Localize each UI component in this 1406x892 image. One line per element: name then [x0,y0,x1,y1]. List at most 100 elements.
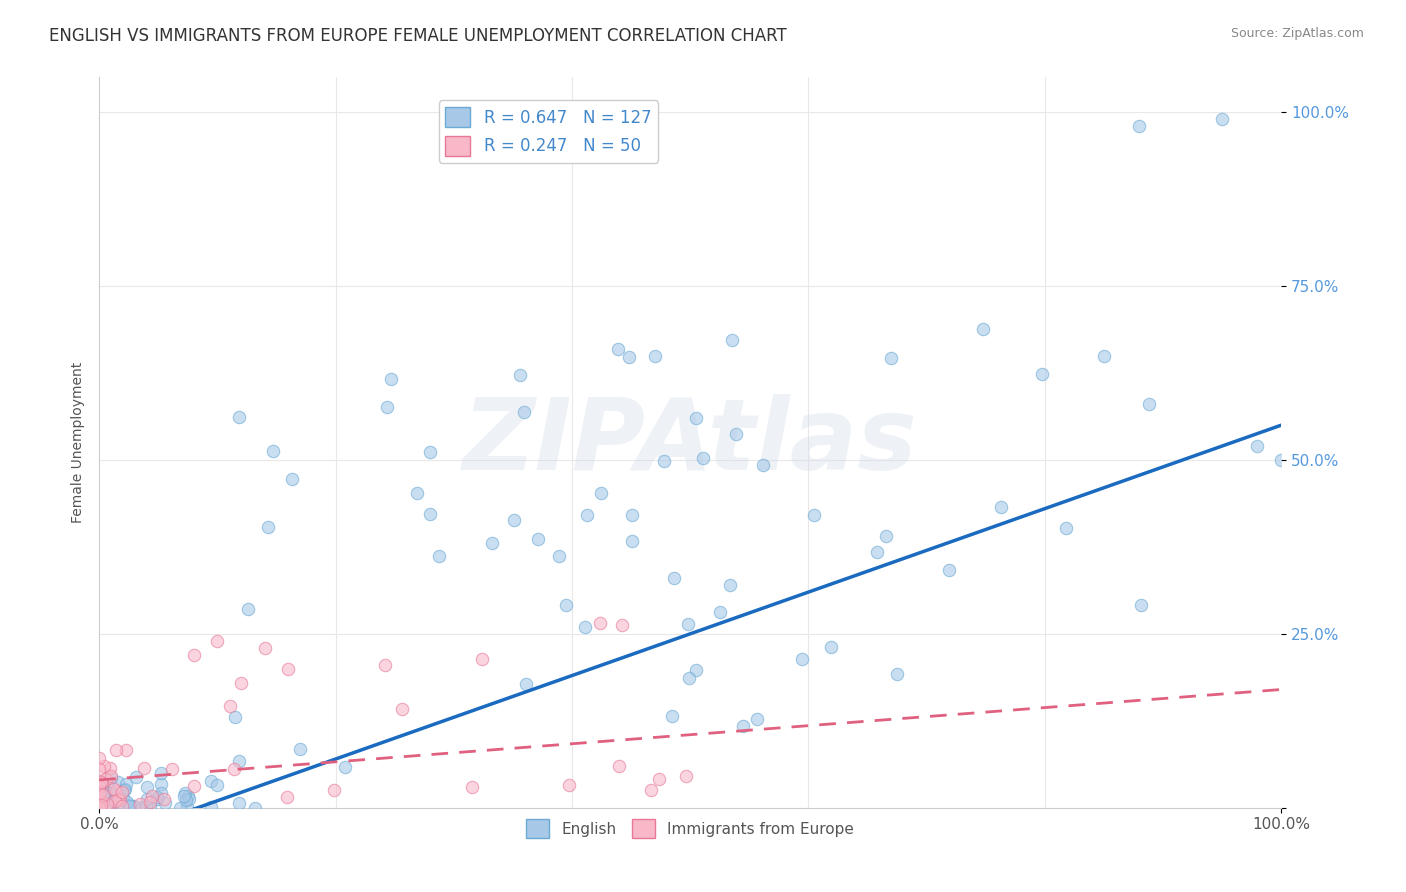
Point [135,780,157,794]
Point [678,671,700,685]
Point [107,774,129,789]
Point [124,799,146,814]
Point [111,799,134,814]
Point [117,795,139,809]
Point [972,321,994,335]
Point [115,777,138,791]
Point [502,513,524,527]
Text: Source: ZipAtlas.com: Source: ZipAtlas.com [1230,27,1364,40]
Point [527,532,550,546]
Point [124,800,146,814]
Point [427,549,450,563]
Point [406,485,429,500]
Point [100,772,122,786]
Point [419,507,441,521]
Point [228,754,250,768]
Point [104,794,127,808]
Point [111,785,134,799]
Point [107,790,129,805]
Point [139,798,162,813]
Point [692,450,714,465]
Point [380,372,402,386]
Point [990,500,1012,514]
Point [108,793,131,807]
Point [664,571,686,585]
Point [548,549,571,563]
Point [589,615,612,630]
Point [640,783,662,797]
Point [276,790,298,805]
Point [1137,397,1160,411]
Y-axis label: Female Unemployment: Female Unemployment [72,362,86,524]
Point [1270,453,1292,467]
Point [176,800,198,814]
Point [875,529,897,543]
Point [752,458,775,473]
Point [323,782,346,797]
Point [173,786,195,800]
Point [131,799,153,814]
Point [146,789,169,804]
Point [89,800,111,814]
Point [803,508,825,522]
Point [139,795,162,809]
Point [183,779,205,793]
Point [374,658,396,673]
Point [141,789,163,804]
Point [938,563,960,577]
Point [90,775,112,789]
Point [132,761,155,775]
Point [262,443,284,458]
Point [128,797,150,811]
Point [621,508,644,522]
Point [612,618,634,632]
Point [96,793,118,807]
Point [89,785,111,799]
Point [91,775,114,789]
Point [98,785,121,799]
Point [721,333,744,347]
Point [685,411,707,425]
Point [820,640,842,655]
Point [103,789,125,804]
Point [169,800,191,814]
Point [607,759,630,773]
Point [200,774,222,789]
Point [104,794,127,808]
Point [89,750,111,764]
Point [100,786,122,800]
Legend: English, Immigrants from Europe: English, Immigrants from Europe [520,814,860,844]
Point [866,545,889,559]
Point [675,769,697,783]
Point [100,769,122,783]
Point [173,789,195,804]
Point [100,799,122,814]
Point [557,778,579,792]
Point [471,652,494,666]
Point [685,663,707,677]
Point [461,780,484,794]
Point [256,520,278,534]
Point [149,766,172,780]
Point [1129,598,1152,612]
Point [101,799,124,814]
Point [112,791,135,805]
Point [1031,367,1053,381]
Point [98,787,121,801]
Point [96,797,118,811]
Point [135,799,157,814]
Point [125,770,148,784]
Point [103,782,125,797]
Point [288,742,311,756]
Point [224,710,246,724]
Point [90,797,112,812]
Point [724,426,747,441]
Point [676,616,699,631]
Point [94,789,117,803]
Point [91,795,114,809]
Point [1211,112,1233,127]
Point [1128,119,1150,133]
Point [97,800,120,814]
Point [94,792,117,806]
Point [153,791,176,805]
